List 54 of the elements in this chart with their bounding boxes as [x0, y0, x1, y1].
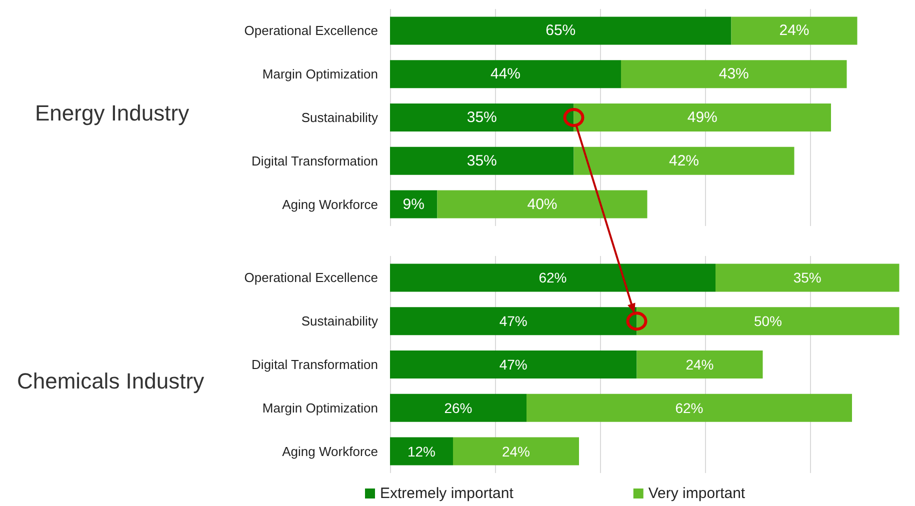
- bar: [574, 146, 794, 175]
- data-label: 42%: [668, 152, 700, 170]
- bar: [390, 190, 438, 218]
- data-label: 40%: [527, 196, 558, 213]
- bar: [574, 104, 831, 132]
- bar: [390, 264, 716, 292]
- data-label: 9%: [402, 196, 424, 213]
- data-label: 47%: [499, 313, 528, 330]
- bar: [390, 104, 574, 132]
- text: Energy Industry: [35, 100, 190, 126]
- y-tick-label: Aging Workforce: [282, 196, 378, 212]
- data-label: 26%: [444, 400, 472, 416]
- bar: [390, 437, 453, 466]
- bar: [390, 394, 526, 422]
- y-tick-label: Digital Transformation: [252, 357, 378, 372]
- bar: [636, 350, 763, 378]
- y-tick-label: Operational Excellence: [244, 270, 378, 286]
- bar: [731, 16, 858, 45]
- y-tick-label: Sustainability: [301, 110, 378, 125]
- data-label: 12%: [407, 443, 436, 460]
- legend-label: Very important: [648, 485, 746, 502]
- data-label: 44%: [490, 66, 521, 83]
- data-label: 65%: [546, 22, 576, 40]
- bar: [621, 60, 847, 88]
- data-label: 24%: [502, 443, 530, 460]
- y-tick-label: Operational Excellence: [244, 23, 378, 38]
- bar: [716, 264, 900, 292]
- data-label: 24%: [779, 22, 810, 40]
- data-label: 62%: [538, 270, 567, 286]
- bar: [390, 307, 637, 336]
- data-label: 50%: [754, 313, 782, 330]
- bar: [437, 190, 648, 218]
- bar: [636, 307, 900, 336]
- y-tick-label: Margin Optimization: [262, 400, 378, 416]
- bar: [390, 60, 621, 88]
- data-label: 49%: [687, 109, 718, 126]
- bar: [390, 16, 732, 45]
- data-label: 35%: [466, 109, 497, 126]
- y-tick-label: Margin Optimization: [262, 66, 378, 82]
- text: Chemicals Industry: [17, 368, 204, 394]
- data-label: 47%: [499, 356, 528, 372]
- legend-label: Extremely important: [380, 485, 514, 502]
- bar: [390, 350, 637, 378]
- data-label: 24%: [686, 356, 714, 372]
- y-tick-label: Aging Workforce: [282, 444, 378, 459]
- bar: [453, 437, 579, 466]
- bar: [390, 146, 574, 175]
- bar: [526, 394, 852, 422]
- y-tick-label: Digital Transformation: [252, 153, 378, 168]
- data-label: 35%: [466, 152, 497, 170]
- data-label: 35%: [793, 270, 822, 286]
- data-label: 62%: [675, 400, 704, 416]
- data-label: 43%: [718, 66, 749, 83]
- y-tick-label: Sustainability: [301, 314, 378, 329]
